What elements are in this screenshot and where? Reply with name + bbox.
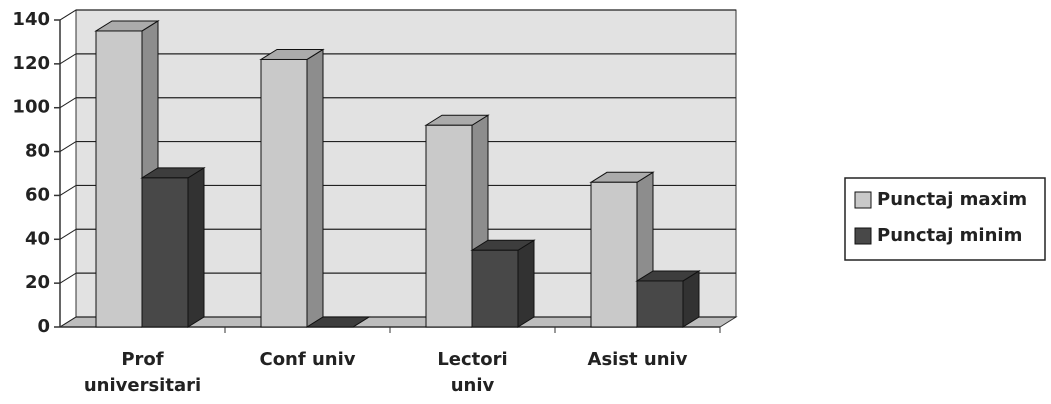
bar-front xyxy=(590,181,638,328)
grid-line-depth xyxy=(59,9,77,21)
x-tick-label: Conf univ xyxy=(259,349,356,370)
bar xyxy=(305,316,371,328)
bar xyxy=(470,239,536,328)
y-tick-label: 120 xyxy=(12,53,50,74)
x-tick-label: Prof universitari xyxy=(83,349,202,396)
bar-front xyxy=(95,30,143,328)
grid-line-depth xyxy=(59,228,77,240)
grid-line-depth xyxy=(59,53,77,65)
y-tick-label: 140 xyxy=(12,9,50,30)
bar-side xyxy=(517,239,535,328)
grid-line-depth xyxy=(59,97,77,109)
bar-front xyxy=(425,124,473,328)
grid-line-depth xyxy=(59,185,77,196)
x-tick-label: Lectori univ xyxy=(437,349,508,396)
bar-front xyxy=(260,58,308,328)
grid-line-depth xyxy=(59,316,77,328)
bar-front xyxy=(141,177,189,328)
grid-line-depth xyxy=(59,272,77,284)
bar-side xyxy=(187,166,205,328)
y-tick-label: 0 xyxy=(37,316,50,337)
legend-swatch xyxy=(854,227,872,245)
bar-top xyxy=(305,316,371,328)
legend-box xyxy=(844,177,1046,261)
y-tick-label: 100 xyxy=(12,97,50,118)
bar xyxy=(424,114,490,328)
y-tick-label: 80 xyxy=(25,141,50,162)
legend-label: Punctaj minim xyxy=(877,225,1022,246)
y-tick-label: 20 xyxy=(25,272,50,293)
legend-label: Punctaj maxim xyxy=(877,189,1027,210)
y-tick-label: 40 xyxy=(25,228,50,249)
bar-front xyxy=(636,280,684,328)
y-tick-label: 60 xyxy=(25,184,50,205)
bar xyxy=(140,166,206,328)
legend-swatch xyxy=(854,191,872,209)
bar-side xyxy=(306,48,324,328)
bar-front xyxy=(471,249,519,328)
x-tick-label: Asist univ xyxy=(587,349,688,370)
grid-line-depth xyxy=(59,141,77,152)
bar xyxy=(635,270,701,328)
bar xyxy=(259,48,325,328)
